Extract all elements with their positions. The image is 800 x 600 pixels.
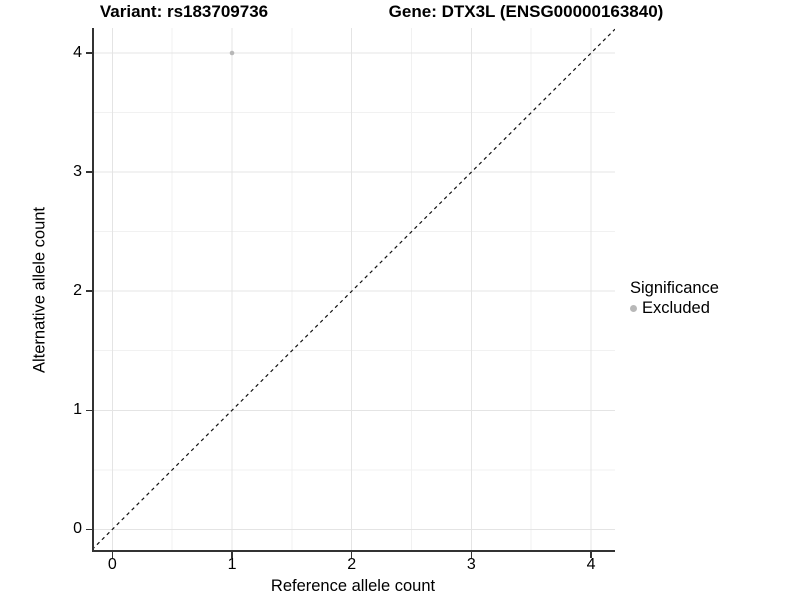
x-tick-label: 0 <box>107 556 117 573</box>
x-tick-mark <box>470 552 473 558</box>
y-tick-label: 4 <box>73 44 82 61</box>
x-tick-label: 1 <box>227 556 237 573</box>
y-tick-mark <box>86 52 92 54</box>
x-tick-mark <box>231 552 233 558</box>
y-tick-mark <box>86 528 92 531</box>
y-tick-label: 2 <box>73 282 82 300</box>
legend-title: Significance <box>630 279 719 297</box>
y-tick-mark <box>86 409 92 412</box>
plot-panel <box>92 28 615 552</box>
scatter-plot-svg <box>92 28 615 552</box>
y-tick-label: 1 <box>73 401 82 419</box>
x-tick-label: 3 <box>466 556 476 573</box>
legend-item-label: Excluded <box>642 299 710 317</box>
x-axis-title: Reference allele count <box>270 577 436 595</box>
y-tick-mark <box>86 290 92 292</box>
data-point <box>229 50 235 56</box>
y-axis-title: Alternative allele count <box>30 206 49 374</box>
legend: Significance Excluded <box>630 279 719 318</box>
x-tick-label: 4 <box>586 556 596 573</box>
x-tick-mark <box>111 552 114 558</box>
excluded-point-icon <box>630 305 637 312</box>
y-tick-label: 3 <box>73 163 82 181</box>
identity-dashed-line <box>92 28 615 551</box>
plot-title-variant: Variant: rs183709736 <box>99 2 269 21</box>
legend-item-excluded: Excluded <box>630 299 719 318</box>
y-tick-label: 0 <box>73 520 82 538</box>
x-tick-label: 2 <box>347 556 357 573</box>
y-tick-mark <box>86 171 92 173</box>
x-tick-mark <box>350 552 353 558</box>
x-tick-mark <box>590 552 592 558</box>
plot-title-gene: Gene: DTX3L (ENSG00000163840) <box>388 2 664 21</box>
